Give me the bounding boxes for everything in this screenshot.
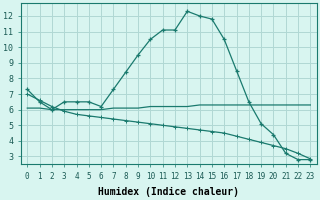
X-axis label: Humidex (Indice chaleur): Humidex (Indice chaleur) bbox=[98, 186, 239, 197]
